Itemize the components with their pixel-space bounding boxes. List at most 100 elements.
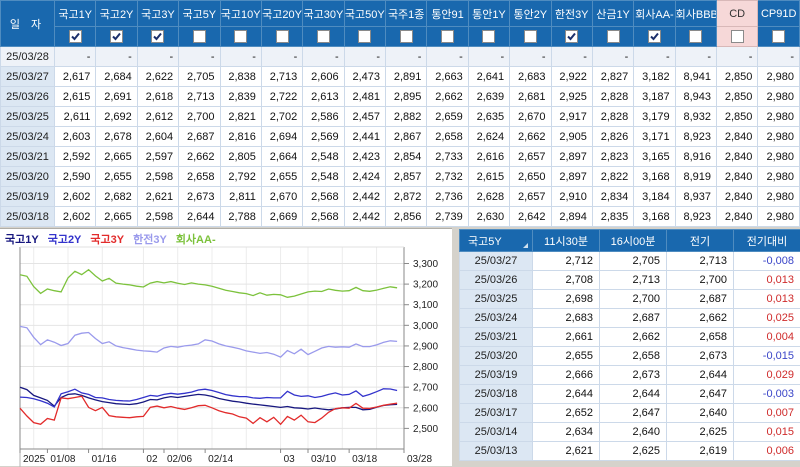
checkbox-회사AA--checked[interactable] [648,30,661,43]
value-cell: 2,684 [96,67,137,87]
column-header-통안2Y[interactable]: 통안2Y [510,1,551,27]
value-cell: 2,713 [179,87,220,107]
value-cell: 8,941 [675,67,716,87]
quote-value-cell: 2,683 [533,309,600,328]
value-cell: 8,932 [675,107,716,127]
column-header-CP91D[interactable]: CP91D [758,1,800,27]
checkbox-국고1Y-checked[interactable] [69,30,82,43]
checkbox-국고50Y-unchecked[interactable] [358,30,371,43]
value-cell: 2,618 [137,87,178,107]
checkbox-회사BBB--unchecked[interactable] [689,30,702,43]
column-header-국고1Y[interactable]: 국고1Y [55,1,96,27]
value-cell: 2,854 [386,147,427,167]
quote-value-cell: 2,708 [533,271,600,290]
column-header-국고5Y[interactable]: 국고5Y [179,1,220,27]
checkbox-국고3Y-checked[interactable] [151,30,164,43]
value-cell: 2,925 [551,87,592,107]
checkbox-통안2Y-unchecked[interactable] [524,30,537,43]
column-checkbox-cell-국고3Y [137,27,178,47]
checkbox-국고20Y-unchecked[interactable] [276,30,289,43]
value-cell: 2,665 [96,147,137,167]
checkbox-국고10Y-unchecked[interactable] [234,30,247,43]
quote-date-cell: 25/03/26 [460,271,533,290]
value-cell: 2,694 [261,127,302,147]
column-header-국주1종[interactable]: 국주1종 [386,1,427,27]
value-cell: 2,840 [717,127,758,147]
quote-value-cell: 2,713 [600,271,667,290]
checkbox-국주1종-unchecked[interactable] [400,30,413,43]
value-cell: 8,923 [675,207,716,227]
value-cell: 2,850 [717,107,758,127]
checkbox-통안91-unchecked[interactable] [441,30,454,43]
column-header-산금1Y[interactable]: 산금1Y [592,1,633,27]
quote-col-header-1600[interactable]: 16시00분 [600,230,667,252]
quote-col-header-1130[interactable]: 11시30분 [533,230,600,252]
checkbox-국고5Y-unchecked[interactable] [193,30,206,43]
column-header-국고20Y[interactable]: 국고20Y [261,1,302,27]
column-checkbox-cell-통안2Y [510,27,551,47]
quote-header-row: 국고5Y 11시30분 16시00분 전기 전기대비 [460,230,800,252]
column-header-국고10Y[interactable]: 국고10Y [220,1,261,27]
column-header-통안1Y[interactable]: 통안1Y [468,1,509,27]
value-cell: 8,937 [675,187,716,207]
value-cell: 2,792 [220,167,261,187]
checkbox-통안1Y-unchecked[interactable] [482,30,495,43]
quote-value-cell: 2,662 [667,309,734,328]
value-cell: 2,733 [427,147,468,167]
quote-value-cell: 2,640 [600,423,667,442]
value-cell: 2,628 [468,187,509,207]
date-column-header[interactable]: 일 자 [1,1,55,47]
column-header-회사BBB-[interactable]: 회사BBB- [675,1,716,27]
value-cell: 2,664 [261,147,302,167]
quote-col-header-change[interactable]: 전기대비 [734,230,800,252]
column-header-국고3Y[interactable]: 국고3Y [137,1,178,27]
checkbox-한전3Y-checked[interactable] [565,30,578,43]
table-row-25/03/28[interactable]: 25/03/28------------------ [1,47,800,67]
quote-col-header-prev[interactable]: 전기 [667,230,734,252]
checkbox-CD-unchecked[interactable] [731,30,744,43]
column-checkbox-cell-CP91D [758,27,800,47]
column-header-국고30Y[interactable]: 국고30Y [303,1,344,27]
quote-col-header-name[interactable]: 국고5Y [460,230,533,252]
column-header-한전3Y[interactable]: 한전3Y [551,1,592,27]
quote-value-cell: 2,644 [667,366,734,385]
column-header-회사AA-[interactable]: 회사AA- [634,1,675,27]
column-header-국고2Y[interactable]: 국고2Y [96,1,137,27]
quote-value-cell: 2,687 [667,290,734,309]
value-cell: 2,857 [386,167,427,187]
quote-value-cell: 2,658 [600,347,667,366]
checkbox-국고30Y-unchecked[interactable] [317,30,330,43]
checkbox-국고2Y-checked[interactable] [110,30,123,43]
checkbox-산금1Y-unchecked[interactable] [607,30,620,43]
quote-value-cell: 2,700 [667,271,734,290]
column-header-통안91[interactable]: 통안91 [427,1,468,27]
value-cell: 2,788 [220,207,261,227]
value-cell: 3,184 [634,187,675,207]
yield-line-chart[interactable]: 2,5002,6002,7002,8002,9003,0003,1003,200… [0,229,452,467]
value-cell: 2,606 [303,67,344,87]
column-header-CD[interactable]: CD [717,1,758,27]
value-cell: 2,442 [344,187,385,207]
checkbox-CP91D-unchecked[interactable] [772,30,785,43]
column-header-국고50Y[interactable]: 국고50Y [344,1,385,27]
